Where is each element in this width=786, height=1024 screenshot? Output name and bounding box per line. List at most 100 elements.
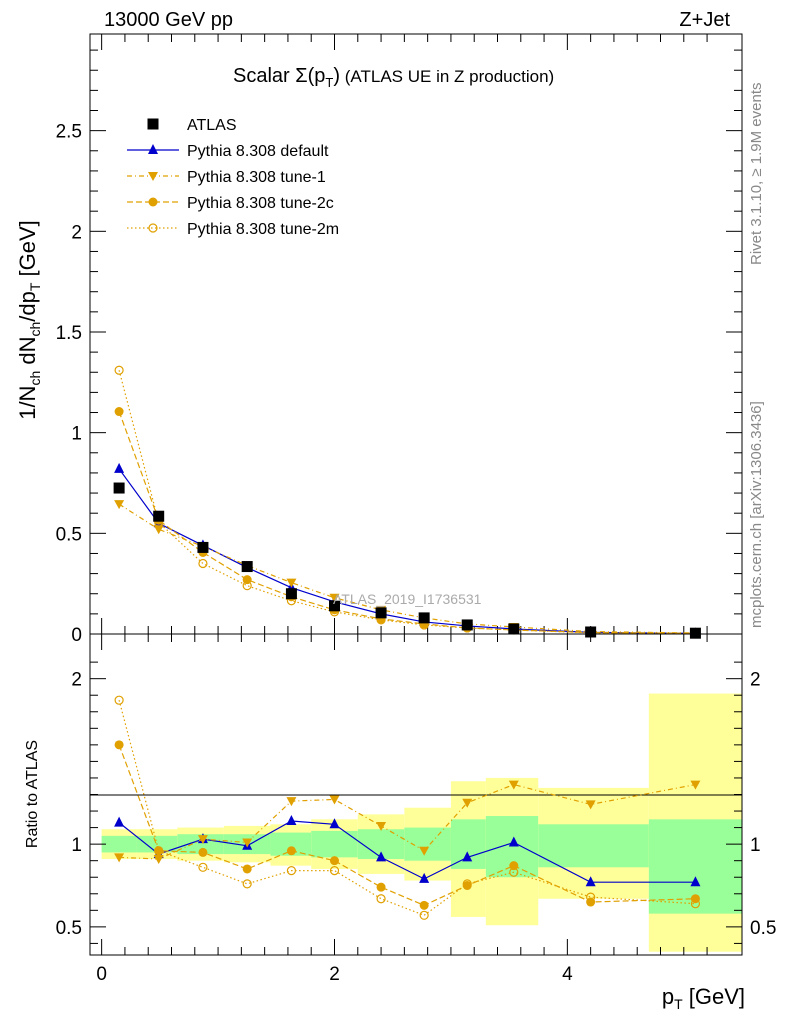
band-inner-0 bbox=[101, 835, 137, 853]
band-inner-5 bbox=[311, 830, 358, 858]
top-panel-ticks: 0 0.5 1 1.5 2 2.5 bbox=[56, 34, 742, 646]
header-right: Z+Jet bbox=[679, 9, 730, 31]
legend-marker-1 bbox=[148, 144, 158, 154]
top-ytick-label: 0.5 bbox=[56, 524, 82, 545]
data-point-0-7 bbox=[418, 612, 430, 624]
ratio-point-2-11 bbox=[690, 780, 701, 790]
top-line-1 bbox=[118, 468, 696, 634]
ratio-point-1-10 bbox=[585, 876, 596, 887]
bottom-ytick-label-right: 2 bbox=[750, 670, 761, 691]
ratio-line-2 bbox=[119, 783, 696, 860]
data-point-0-2 bbox=[197, 541, 209, 553]
ratio-point-3-1 bbox=[154, 846, 164, 856]
ratio-point-3-4 bbox=[286, 846, 296, 856]
y-axis-label-top: 1/Nch dNch/dpT [GeV] bbox=[15, 220, 43, 420]
bottom-xtick-label: 4 bbox=[562, 964, 573, 985]
ratio-line-1 bbox=[118, 820, 696, 883]
bottom-panel-frame bbox=[89, 633, 743, 956]
ratio-point-4-7 bbox=[419, 910, 429, 920]
ratio-point-3-9 bbox=[509, 861, 519, 871]
bottom-panel-series bbox=[114, 695, 701, 920]
top-panel-series bbox=[113, 365, 701, 639]
legend-label-3: Pythia 8.308 tune-2c bbox=[187, 195, 334, 212]
ratio-point-2-5 bbox=[329, 795, 340, 805]
ratio-point-3-10 bbox=[586, 897, 596, 907]
ratio-point-2-2 bbox=[197, 835, 208, 845]
ratio-point-2-7 bbox=[419, 846, 430, 856]
analysis-watermark: ATLAS_2019_I1736531 bbox=[333, 591, 482, 607]
x-axis-label: pT [GeV] bbox=[662, 984, 745, 1012]
band-inner-7 bbox=[404, 827, 451, 861]
plot-title-rest: (ATLAS UE in Z production) bbox=[340, 67, 554, 86]
ratio-point-3-11 bbox=[690, 894, 700, 904]
plot-title-main: Scalar Σ(p bbox=[233, 65, 325, 87]
data-point-0-4 bbox=[285, 588, 297, 600]
y-axis-label-bottom: Ratio to ATLAS bbox=[24, 740, 41, 848]
data-point-0-6 bbox=[375, 607, 387, 619]
data-point-1-0 bbox=[114, 462, 125, 473]
top-line-3 bbox=[118, 411, 696, 634]
top-ytick-label: 2.5 bbox=[56, 122, 82, 143]
top-ytick-label: 2 bbox=[71, 222, 82, 243]
legend-label-0: ATLAS bbox=[187, 117, 237, 134]
band-inner-4 bbox=[270, 832, 312, 856]
ratio-point-3-3 bbox=[242, 864, 252, 874]
data-point-4-0 bbox=[114, 365, 124, 375]
ratio-point-1-7 bbox=[419, 872, 430, 883]
ratio-point-1-11 bbox=[690, 876, 701, 887]
bottom-ytick-label: 0.5 bbox=[56, 918, 82, 939]
band-inner-8 bbox=[450, 819, 486, 869]
mcplots-label: mcplots.cern.ch [arXiv:1306.3436] bbox=[748, 401, 765, 628]
data-point-4-3 bbox=[242, 581, 252, 591]
ratio-point-4-10 bbox=[586, 892, 596, 902]
legend-marker-3 bbox=[148, 197, 158, 207]
ratio-point-1-5 bbox=[329, 818, 340, 829]
ratio-point-1-8 bbox=[462, 851, 473, 862]
ratio-point-3-0 bbox=[114, 740, 124, 750]
ratio-point-2-8 bbox=[462, 798, 473, 808]
band-inner-10 bbox=[538, 824, 649, 868]
ratio-point-4-4 bbox=[286, 866, 297, 876]
ratio-point-4-3 bbox=[242, 879, 252, 889]
bottom-ytick-label: 2 bbox=[71, 670, 82, 691]
bottom-xtick-label: 0 bbox=[96, 964, 107, 985]
data-point-2-0 bbox=[114, 500, 125, 510]
data-point-2-5 bbox=[329, 593, 340, 603]
ratio-point-4-5 bbox=[329, 866, 340, 876]
ratio-point-4-0 bbox=[114, 695, 124, 705]
data-point-0-5 bbox=[329, 600, 340, 612]
rivet-label: Rivet 3.1.10, ≥ 1.9M events bbox=[748, 83, 765, 266]
ratio-point-1-0 bbox=[114, 816, 125, 827]
data-point-0-10 bbox=[585, 626, 597, 638]
header-left: 13000 GeV pp bbox=[104, 9, 233, 31]
data-point-0-11 bbox=[689, 627, 701, 639]
ratio-point-4-1 bbox=[154, 846, 164, 856]
bottom-ytick-label-right: 0.5 bbox=[750, 918, 776, 939]
data-point-2-4 bbox=[286, 578, 297, 588]
top-ytick-label: 1.5 bbox=[56, 323, 82, 344]
ratio-point-4-6 bbox=[376, 894, 386, 904]
ratio-point-2-10 bbox=[585, 800, 596, 810]
data-point-0-8 bbox=[461, 619, 473, 631]
top-line-2 bbox=[118, 503, 696, 634]
bottom-ytick-label: 1 bbox=[71, 835, 82, 856]
plot-title-close: ) bbox=[333, 65, 340, 87]
plot-title-sub: T bbox=[325, 75, 333, 90]
legend-label-2: Pythia 8.308 tune-1 bbox=[187, 169, 326, 186]
ratio-point-1-6 bbox=[376, 851, 387, 862]
data-point-0-3 bbox=[241, 561, 253, 573]
ratio-point-3-7 bbox=[419, 900, 429, 910]
legend-label-4: Pythia 8.308 tune-2m bbox=[187, 221, 339, 238]
ratio-point-1-9 bbox=[508, 836, 519, 847]
ratio-point-3-2 bbox=[198, 847, 208, 857]
ratio-point-2-6 bbox=[376, 821, 387, 831]
legend-label-1: Pythia 8.308 default bbox=[187, 143, 329, 160]
ratio-point-1-4 bbox=[286, 814, 297, 825]
ratio-point-3-5 bbox=[330, 856, 339, 866]
ratio-line-3 bbox=[118, 744, 696, 907]
data-point-4-2 bbox=[198, 558, 208, 569]
ratio-point-4-9 bbox=[509, 867, 519, 877]
ratio-point-2-0 bbox=[114, 853, 125, 863]
ratio-point-4-8 bbox=[462, 879, 472, 889]
